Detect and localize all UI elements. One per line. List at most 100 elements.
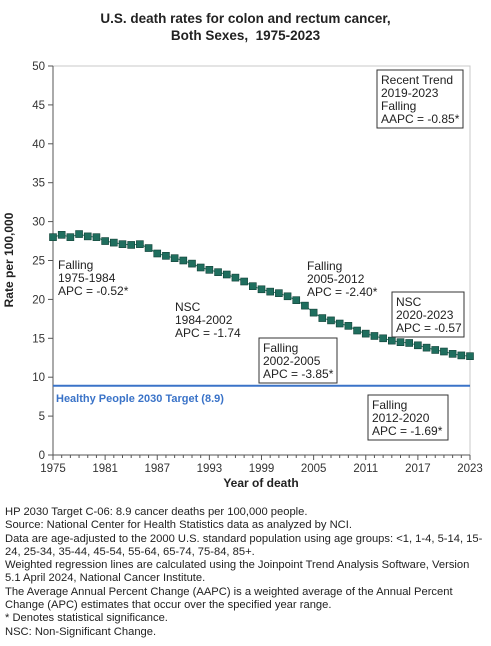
data-point	[466, 352, 474, 360]
annotation-line: APC = -1.74	[175, 326, 241, 340]
x-tick-label: 2023	[457, 463, 483, 475]
data-point	[257, 285, 266, 294]
data-point	[144, 244, 153, 252]
annotation-line: Falling	[307, 259, 342, 273]
data-point	[231, 273, 240, 282]
data-point	[249, 282, 257, 290]
y-tick-label: 5	[39, 411, 45, 423]
data-point	[275, 289, 283, 297]
data-point	[301, 301, 309, 310]
data-point	[92, 233, 101, 241]
y-tick-label: 30	[32, 217, 45, 229]
data-point	[266, 287, 274, 296]
y-tick-label: 15	[32, 333, 45, 345]
annotation-line: APC = -1.69*	[372, 424, 443, 438]
data-point	[457, 351, 466, 360]
annotation-line: 2002-2005	[263, 354, 321, 368]
axes: 0 5 10 15 20 25 30 35 40 45 50 1975 1981 1987 1993 1999…	[32, 61, 483, 475]
data-point	[118, 240, 127, 248]
y-tick-label: 10	[32, 372, 45, 384]
annotation-frame	[376, 69, 464, 129]
data-point	[335, 319, 344, 328]
footnote: Weighted regression lines are calculated…	[5, 559, 470, 585]
annotation-line: 2005-2012	[307, 272, 365, 286]
data-point	[110, 238, 118, 247]
annotation-line: Falling	[381, 99, 416, 113]
y-tick-label: 20	[32, 294, 45, 306]
data-point	[379, 334, 387, 343]
data-point	[127, 241, 135, 249]
data-point	[136, 240, 144, 248]
target-line-group: Healthy People 2030 Target (8.9)	[53, 384, 470, 405]
data-point	[83, 232, 92, 241]
data-point	[414, 341, 422, 350]
data-point	[431, 346, 440, 354]
data-point	[196, 263, 205, 272]
data-point	[422, 343, 431, 352]
annotation-line: Recent Trend	[381, 73, 453, 87]
x-axis-label: Year of death	[223, 476, 298, 490]
footnote: * Denotes statistical significance.	[5, 612, 168, 625]
data-point	[222, 270, 231, 279]
data-point	[153, 249, 162, 258]
data-point	[49, 233, 57, 241]
data-point	[318, 314, 327, 322]
footnotes: HP 2030 Target C-06: 8.9 cancer deaths p…	[5, 506, 487, 639]
data-point	[309, 308, 318, 317]
y-tick-label: 25	[32, 256, 45, 268]
chart-plot: 0 5 10 15 20 25 30 35 40 45 50 1975 1981 1987 1993 1999…	[2, 61, 483, 490]
data-point	[179, 256, 188, 265]
data-point	[327, 316, 335, 325]
data-point	[66, 233, 75, 241]
data-point	[170, 254, 179, 262]
data-point	[440, 347, 448, 356]
x-tick-label: 1993	[197, 463, 223, 475]
footnote: The Average Annual Percent Change (AAPC)…	[5, 585, 453, 612]
annotation-line: 2020-2023	[396, 308, 454, 322]
y-tick-label: 50	[32, 61, 45, 73]
footnote: HP 2030 Target C-06: 8.9 cancer deaths p…	[5, 506, 308, 518]
data-point	[283, 292, 292, 301]
data-point	[57, 231, 66, 239]
x-tick-label: 2005	[301, 463, 327, 475]
y-tick-label: 45	[32, 100, 45, 112]
annotation-frame	[391, 291, 465, 338]
annotation-line: NSC	[175, 300, 201, 314]
y-tick-label: 35	[32, 178, 45, 190]
data-series	[49, 230, 474, 360]
annotation-frame	[54, 255, 132, 300]
annotation-line: APC = -0.57	[396, 321, 462, 335]
data-point	[292, 296, 301, 304]
data-point	[101, 237, 109, 245]
annotation-line: Falling	[58, 258, 93, 272]
annotation-line: Falling	[372, 398, 407, 412]
target-line-label: Healthy People 2030 Target (8.9)	[56, 393, 224, 405]
data-point	[396, 338, 405, 346]
x-tick-label: 2017	[405, 463, 431, 475]
annotation-line: 2012-2020	[372, 411, 430, 425]
annotation-line: 1975-1984	[58, 271, 116, 285]
annotation-frame	[367, 394, 449, 441]
chart-subtitle: Both Sexes, 1975-2023	[170, 28, 321, 43]
data-point	[448, 350, 457, 358]
x-tick-label: 1987	[144, 463, 170, 475]
annotation-line: 1984-2002	[175, 313, 233, 327]
x-tick-label: 1981	[92, 463, 118, 475]
annotation-frame	[303, 256, 381, 301]
chart-title-block: U.S. death rates for colon and rectum ca…	[0, 10, 491, 44]
data-point	[162, 252, 170, 260]
annotation-line: APC = -3.85*	[263, 367, 334, 381]
footnote: Source: National Center for Health Stati…	[5, 519, 352, 532]
data-point	[361, 329, 370, 338]
x-tick-label: 2011	[353, 463, 378, 475]
annotation-line: 2019-2023	[381, 86, 439, 100]
y-tick-label: 0	[39, 450, 45, 462]
annotation-line: Falling	[263, 341, 298, 355]
